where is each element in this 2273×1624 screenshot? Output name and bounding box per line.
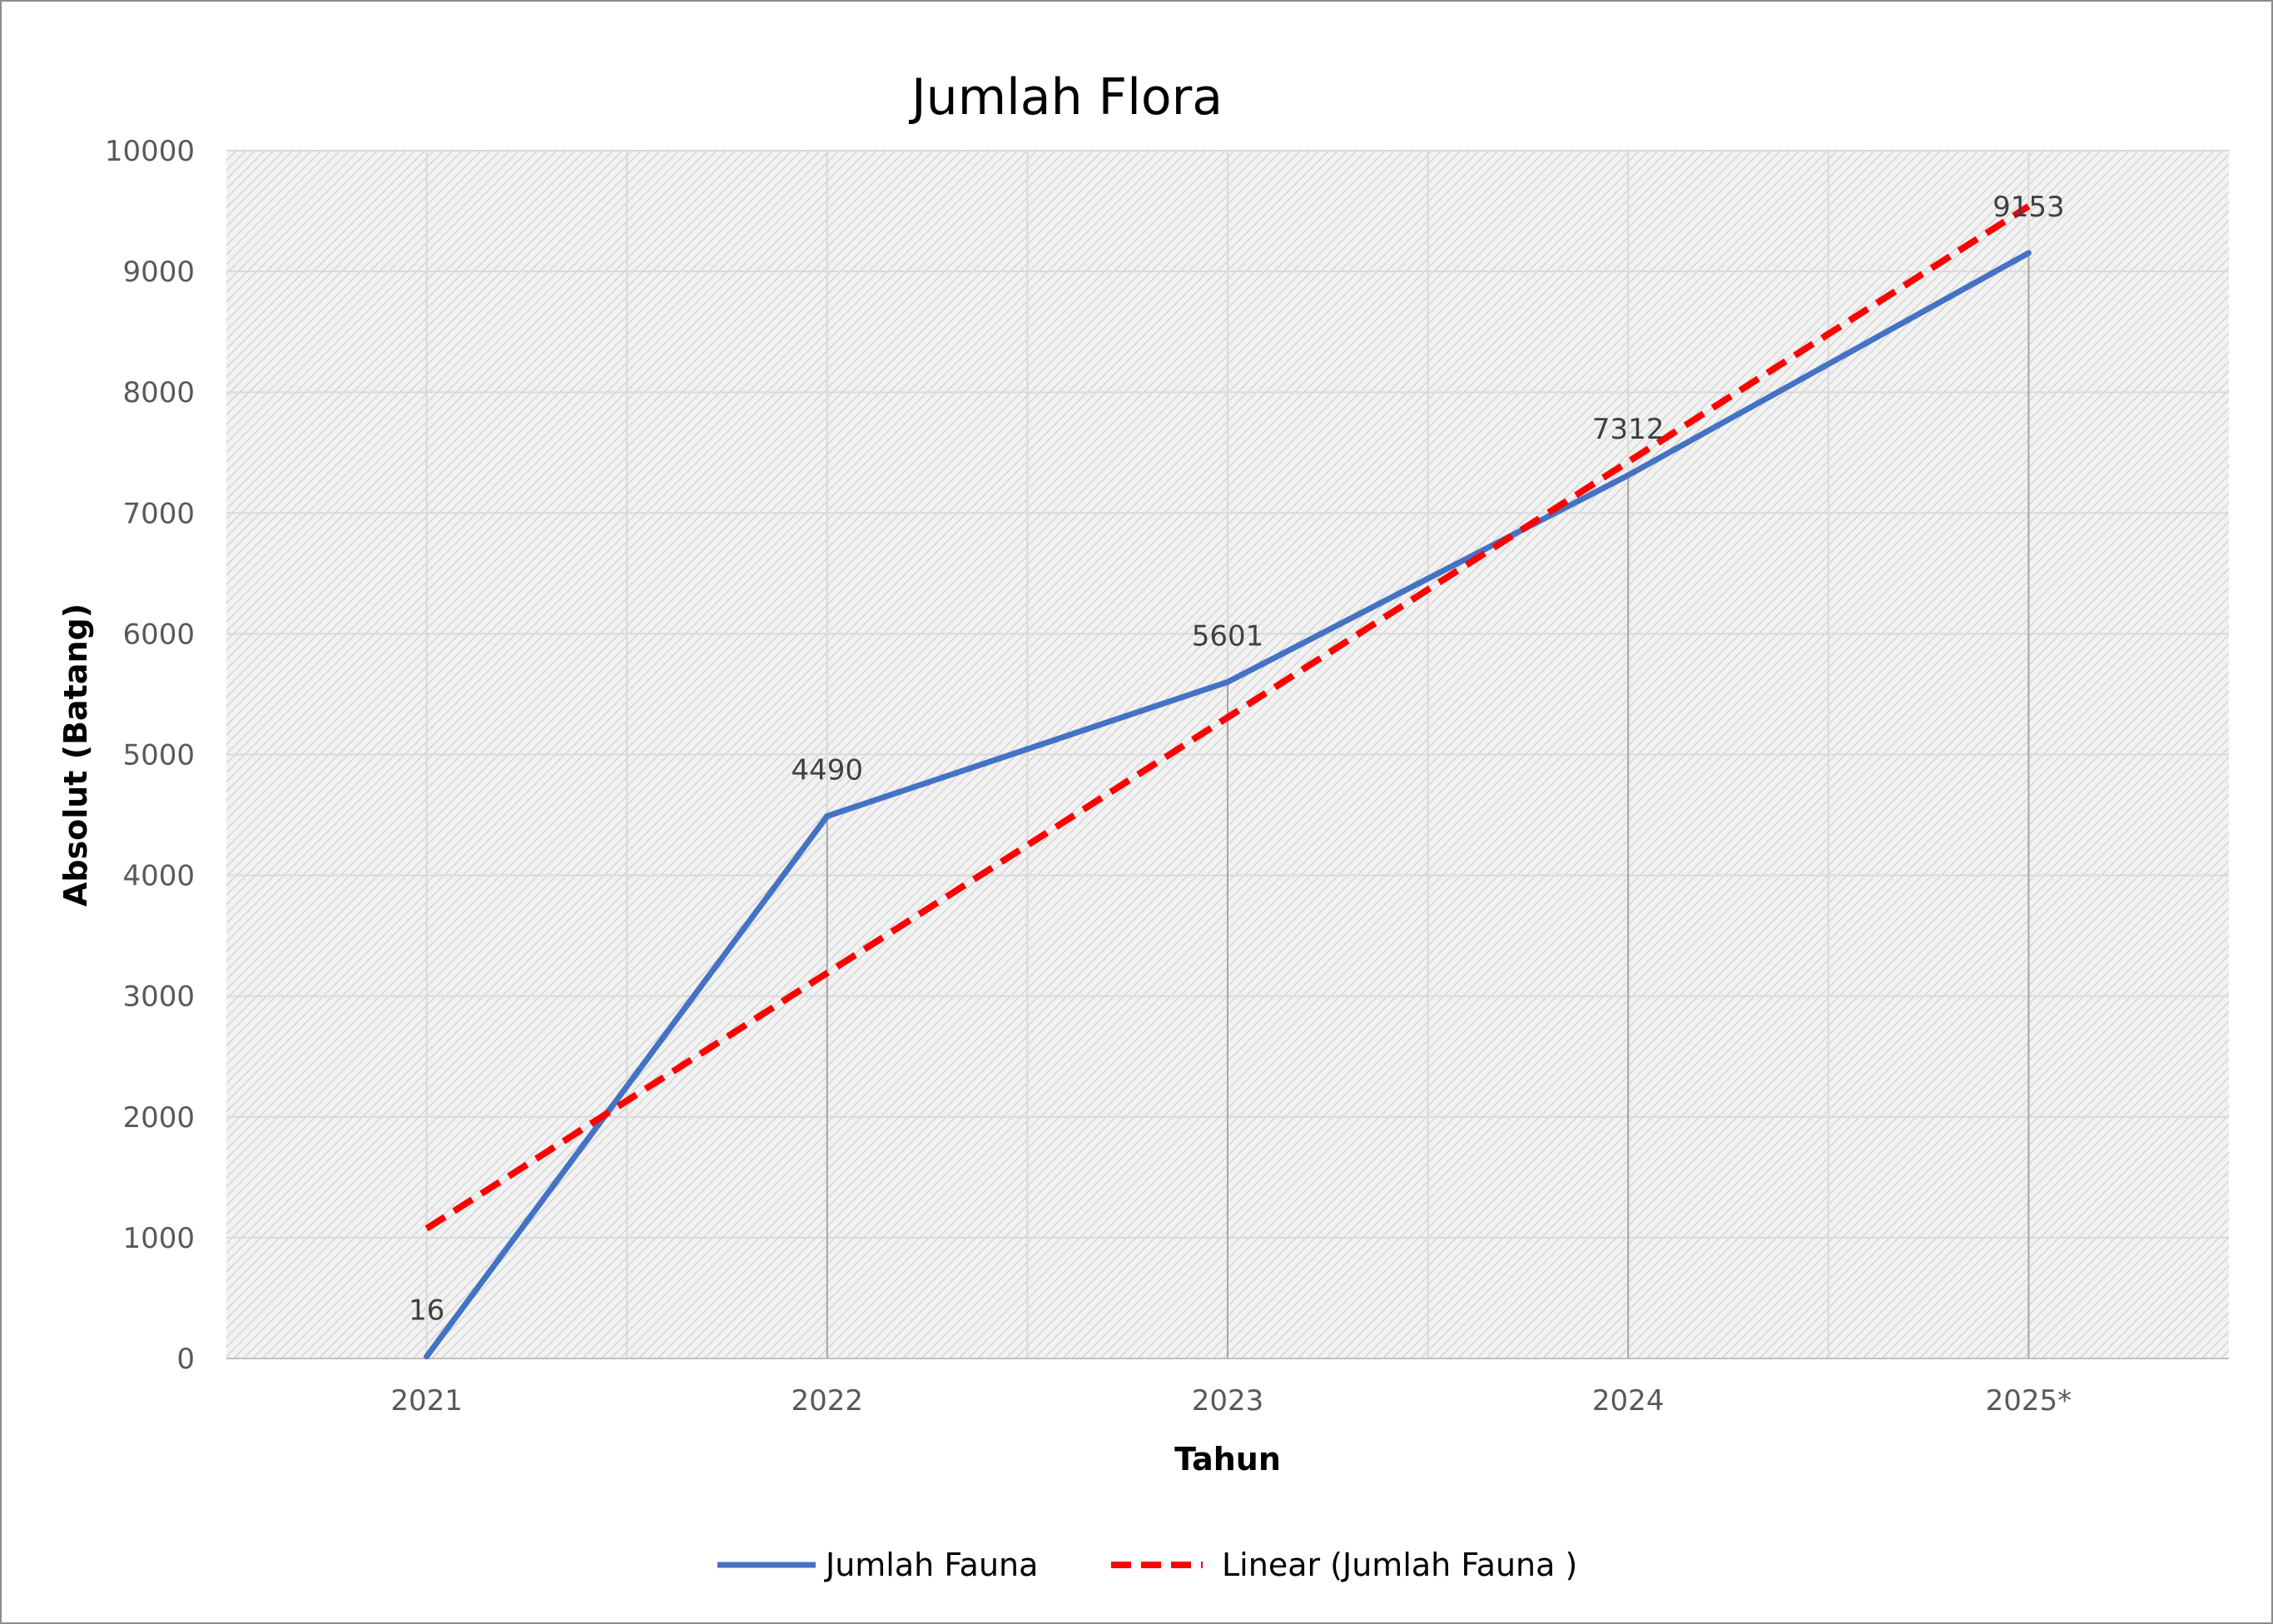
trendline-linear [424,203,2031,1232]
x-tick-label: 2025* [1986,1384,2072,1418]
data-label: 7312 [1592,413,1665,446]
data-labels: 16 4490 5601 7312 9153 [409,191,2065,1328]
series-point [2025,250,2032,256]
y-tick-label: 7000 [122,497,195,530]
data-label: 5601 [1192,619,1264,653]
trendline-layer [424,203,2031,1232]
y-tick-label: 5000 [122,739,195,772]
x-tick-label: 2024 [1592,1384,1665,1418]
series-point [1224,678,1231,685]
y-tick-label: 3000 [122,981,195,1014]
y-axis-title: Absolut (Batang) [57,603,94,906]
x-tick-label: 2023 [1192,1384,1264,1418]
series-point [424,1353,430,1360]
legend-label-series: Jumlah Fauna [824,1547,1038,1583]
x-tick-label: 2022 [792,1384,864,1418]
x-axis-title: Tahun [1174,1441,1281,1477]
legend-label-trendline: Linear (Jumlah Fauna ) [1222,1547,1577,1583]
chart-title: Jumlah Flora [908,68,1223,127]
y-tick-label: 9000 [122,256,195,289]
drop-lines [425,252,2030,1358]
y-tick-label: 4000 [122,860,195,893]
legend: Jumlah Fauna Linear (Jumlah Fauna ) [717,1547,1577,1583]
y-tick-label: 8000 [122,376,195,410]
data-label: 9153 [1993,191,2065,224]
data-label: 4490 [792,754,864,787]
series-layer [424,250,2032,1360]
series-point [1625,472,1631,479]
y-axis: 0 1000 2000 3000 4000 5000 6000 7000 8000 9000 100… [105,135,195,1376]
y-tick-label: 2000 [122,1101,195,1135]
y-tick-label: 10000 [105,135,195,168]
y-tick-label: 6000 [122,618,195,651]
data-label: 16 [409,1294,444,1328]
y-tick-label: 0 [176,1343,195,1376]
x-tick-label: 2021 [390,1384,463,1418]
series-point [824,813,831,820]
y-tick-label: 1000 [122,1222,195,1255]
